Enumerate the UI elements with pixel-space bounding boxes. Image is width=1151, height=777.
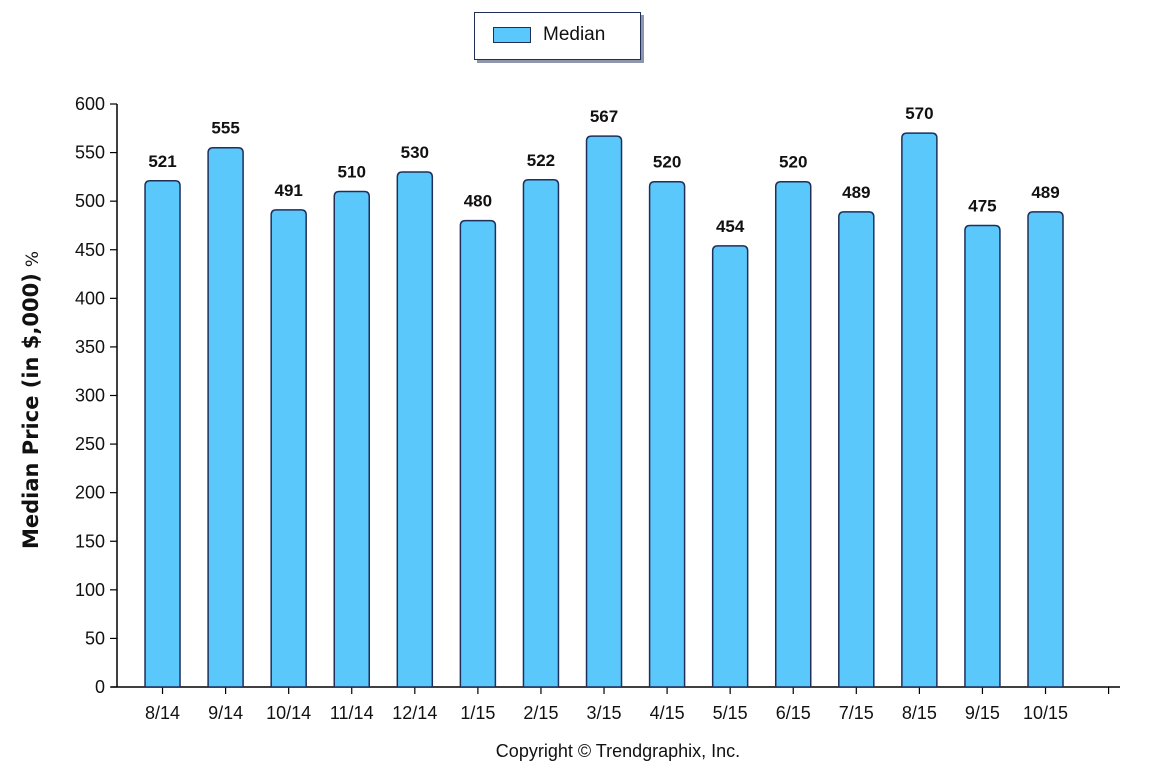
y-tick-label: 300 [75,386,105,406]
bar-value-label: 520 [779,153,807,172]
bar [774,180,812,688]
bar [144,180,181,688]
bar [333,190,370,688]
bar [1027,211,1064,688]
y-tick-label: 50 [85,628,105,648]
bar [648,180,686,688]
y-axis-unit: % [23,251,43,268]
y-tick-label: 200 [75,483,105,503]
bar-value-label: 475 [968,196,996,215]
bar-value-label: 522 [527,151,555,170]
y-tick-label: 500 [75,191,105,211]
bar [838,211,875,688]
bar [964,224,1001,688]
x-tick-label: 12/14 [392,703,437,723]
x-tick-label: 1/15 [460,703,495,723]
bar-value-label: 510 [338,162,366,181]
x-tick-label: 6/15 [776,703,811,723]
bar-value-label: 454 [716,217,745,236]
y-tick-label: 0 [95,677,105,697]
x-tick-label: 9/15 [965,703,1000,723]
bar [396,171,434,688]
x-tick-label: 9/14 [208,703,243,723]
y-tick-label: 150 [75,531,105,551]
y-tick-label: 350 [75,337,105,357]
x-tick-label: 10/15 [1023,703,1068,723]
y-tick-label: 400 [75,288,105,308]
legend: Median [474,12,641,60]
x-tick-label: 2/15 [523,703,558,723]
x-tick-label: 11/14 [330,703,374,723]
bar [711,245,749,688]
bar-value-label: 530 [401,143,429,162]
y-tick-label: 550 [75,143,105,163]
bar [207,146,244,688]
bar-value-label: 555 [211,119,239,138]
y-axis-label: Median Price (in $,000) [19,273,43,549]
bar [270,209,307,688]
legend-label: Median [543,24,606,45]
bar-value-label: 491 [274,181,302,200]
y-tick-label: 450 [75,240,105,260]
bar-value-label: 489 [1031,183,1059,202]
x-tick-label: 8/15 [902,703,937,723]
legend-swatch [493,27,531,43]
x-tick-label: 8/14 [145,703,180,723]
y-tick-label: 100 [75,580,105,600]
x-tick-label: 10/14 [266,703,311,723]
y-tick-label: 600 [75,94,105,114]
bar-value-label: 521 [148,152,176,171]
copyright-text: Copyright © Trendgraphix, Inc. [495,741,741,761]
y-tick-label: 250 [75,434,105,454]
bar [901,132,938,688]
bar [585,135,623,688]
x-tick-label: 7/15 [839,703,874,723]
x-tick-label: 5/15 [713,703,748,723]
x-tick-label: 3/15 [587,703,622,723]
bar-value-label: 520 [653,153,681,172]
bar [459,219,497,688]
bar-value-label: 570 [905,104,933,123]
bar-value-label: 489 [842,183,870,202]
bar-value-label: 567 [590,107,618,126]
y-axis-title: Median Price (in $,000)% [19,251,43,549]
bar [522,179,560,688]
x-tick-label: 4/15 [650,703,685,723]
bar-value-label: 480 [464,192,492,211]
